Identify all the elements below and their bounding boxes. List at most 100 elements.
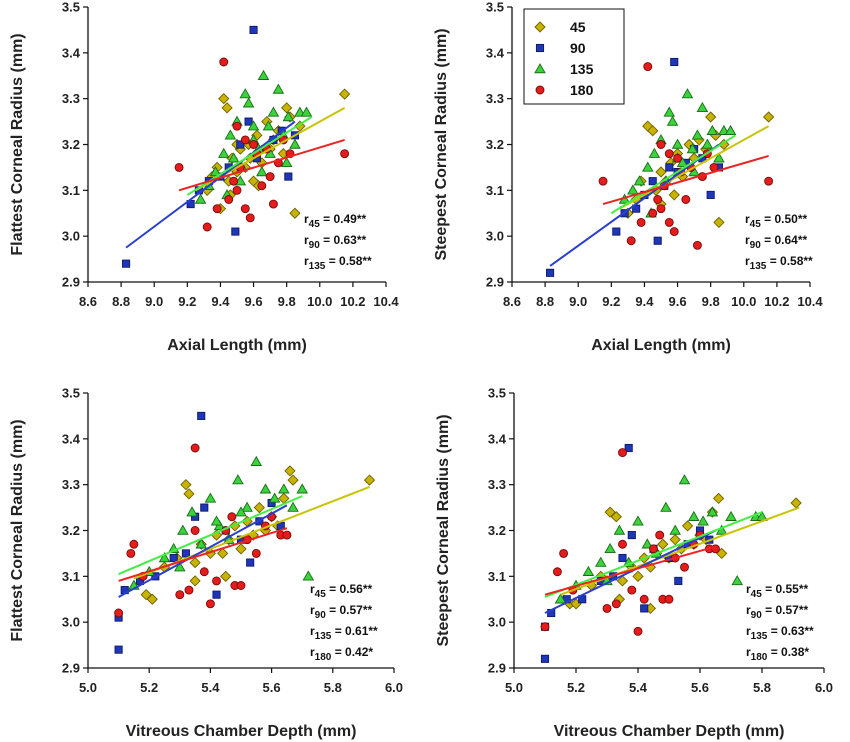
y-tick-label: 3.0 — [62, 229, 80, 244]
y-tick-label: 3.1 — [62, 183, 80, 198]
data-point — [184, 585, 194, 595]
data-point — [259, 483, 272, 494]
data-point — [657, 538, 669, 550]
data-point — [197, 411, 206, 420]
x-tick-label: 9.4 — [635, 294, 654, 309]
data-point — [289, 207, 301, 219]
data-point — [232, 121, 242, 131]
x-tick-label: 10.0 — [731, 294, 756, 309]
data-point — [268, 199, 278, 209]
data-point — [190, 443, 200, 453]
stat-label: r180 = 0.38* — [746, 645, 809, 663]
data-point — [626, 236, 636, 246]
data-point — [681, 520, 694, 532]
y-tick-label: 2.9 — [62, 661, 80, 676]
data-point — [249, 140, 259, 149]
x-tick-label: 6.0 — [385, 680, 403, 695]
legend-label: 135 — [570, 61, 594, 77]
data-point — [610, 511, 622, 523]
data-point — [195, 538, 207, 549]
fit-line-45 — [619, 125, 770, 210]
data-point — [175, 590, 185, 600]
stat-label: r135 = 0.58** — [304, 254, 372, 272]
data-point — [731, 575, 743, 586]
y-tick-label: 2.9 — [488, 661, 506, 676]
data-point — [666, 115, 679, 126]
legend-label: 90 — [570, 40, 586, 56]
data-point — [582, 565, 595, 576]
y-axis-title: Steepest Corneal Radius (mm) — [433, 28, 450, 260]
y-tick-label: 3.5 — [62, 0, 80, 15]
data-point — [624, 443, 633, 453]
data-point — [627, 531, 636, 540]
data-point — [691, 129, 704, 140]
data-point — [664, 594, 674, 604]
x-tick-label: 5.0 — [79, 680, 97, 695]
x-tick-label: 9.2 — [178, 294, 196, 309]
data-point — [705, 111, 717, 123]
data-point — [146, 593, 158, 605]
data-point — [554, 593, 567, 604]
data-point — [552, 567, 562, 577]
data-point — [697, 515, 709, 526]
data-point — [674, 576, 683, 585]
data-point — [633, 175, 646, 186]
x-tick-label: 10.0 — [307, 294, 332, 309]
data-point — [540, 622, 550, 632]
data-point — [205, 599, 215, 609]
data-point — [633, 626, 643, 636]
data-point — [363, 474, 376, 486]
y-tick-label: 3.0 — [62, 615, 80, 630]
data-point — [559, 548, 569, 558]
data-point — [245, 213, 255, 223]
data-point — [280, 156, 293, 168]
data-point — [640, 604, 649, 613]
x-tick-label: 10.2 — [764, 294, 789, 309]
series-180 — [174, 57, 350, 232]
data-point — [235, 506, 247, 517]
data-point — [282, 530, 292, 540]
data-point — [340, 149, 350, 159]
x-tick-label: 9.2 — [602, 294, 620, 309]
data-point — [267, 106, 280, 117]
data-point — [660, 501, 672, 512]
data-point — [212, 590, 221, 599]
data-point — [686, 143, 699, 154]
data-point — [681, 195, 691, 204]
data-point — [181, 549, 190, 558]
y-tick-label: 3.4 — [486, 45, 505, 60]
data-point — [647, 125, 659, 137]
data-point — [190, 526, 200, 535]
fit-line-180 — [178, 138, 345, 192]
data-point — [186, 506, 198, 517]
data-point — [250, 455, 263, 466]
y-tick-label: 3.0 — [488, 615, 506, 630]
data-point — [680, 562, 689, 572]
y-axis-title: Steepest Corneal Radius (mm) — [435, 414, 452, 646]
data-point — [670, 57, 679, 67]
data-point — [627, 184, 639, 195]
data-point — [221, 102, 233, 114]
data-point — [126, 548, 136, 558]
data-point — [663, 106, 676, 117]
legend: 45 90 135 180 — [523, 8, 625, 105]
data-point — [668, 189, 680, 201]
data-point — [268, 492, 281, 503]
chart-panel-1: 2.9 3.0 3.1 3.2 3.3 3.4 3.5 8.6 8.8 9.0 9.2 9.4 9.6 9… — [9, 0, 399, 354]
x-tick-label: 9.8 — [278, 294, 296, 309]
data-point — [232, 185, 242, 195]
data-point — [224, 195, 234, 204]
data-point — [692, 240, 702, 250]
data-point — [676, 156, 689, 168]
data-point — [302, 570, 315, 581]
data-point — [655, 530, 665, 540]
stat-label: r45 = 0.49** — [304, 212, 366, 230]
y-tick-label: 3.4 — [62, 431, 81, 446]
x-tick-label: 5.8 — [753, 680, 771, 695]
y-tick-label: 2.9 — [62, 275, 80, 290]
stat-label: r45 = 0.50** — [745, 212, 807, 230]
data-point — [174, 162, 184, 172]
data-point — [169, 553, 178, 563]
x-tick-label: 8.8 — [536, 294, 554, 309]
